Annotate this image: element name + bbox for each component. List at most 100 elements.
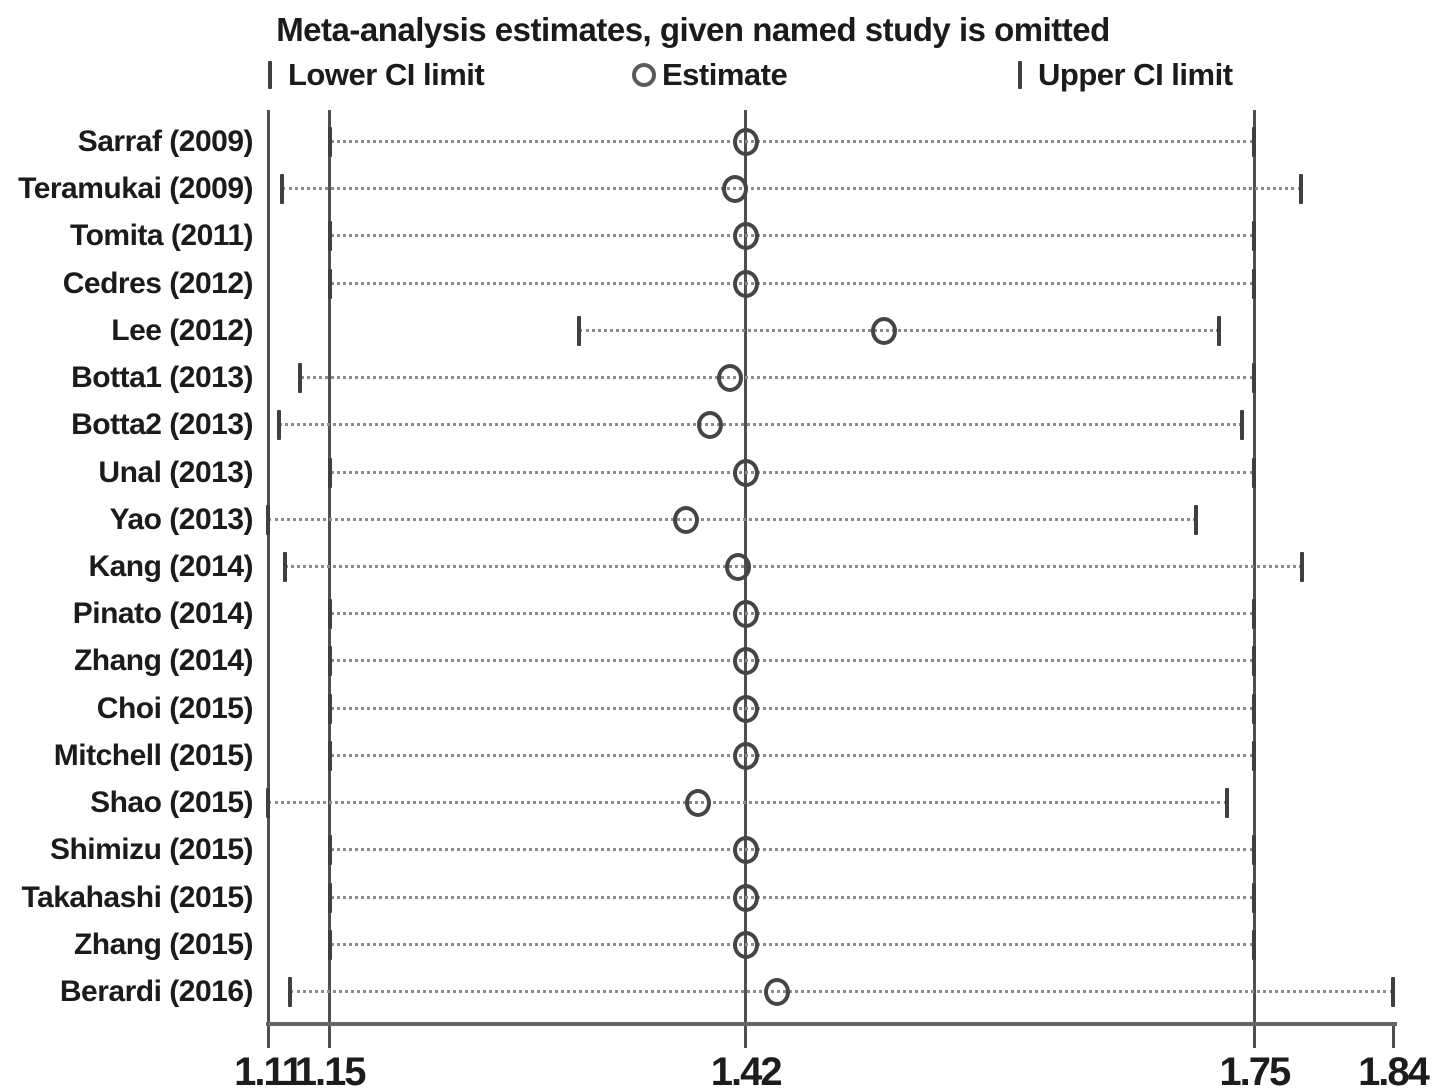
x-axis-tick-label: 1.15 xyxy=(294,1050,367,1089)
upper-ci-tick-icon xyxy=(1018,61,1022,89)
lower-ci-tick-icon xyxy=(268,61,272,89)
study-label: Teramukai (2009) xyxy=(18,172,253,206)
estimate-marker xyxy=(697,411,724,440)
lower-ci-tick xyxy=(327,693,332,724)
lower-ci-tick xyxy=(279,174,284,205)
x-axis-tick-label: 1.75 xyxy=(1219,1050,1291,1089)
study-label: Botta2 (2013) xyxy=(71,408,253,442)
upper-ci-tick xyxy=(1300,552,1305,582)
study-label: Botta1 (2013) xyxy=(71,361,253,395)
study-label: Shimizu (2015) xyxy=(49,833,254,867)
upper-ci-tick xyxy=(1239,410,1244,441)
legend-item-lower-ci: Lower CI limit xyxy=(268,57,485,93)
ci-dotted-line xyxy=(329,659,1255,663)
ci-dotted-line xyxy=(268,517,1196,521)
estimate-marker xyxy=(717,364,744,393)
lower-ci-tick xyxy=(298,363,303,394)
ci-dotted-line xyxy=(329,895,1255,899)
ci-dotted-line xyxy=(329,281,1255,285)
upper-ci-tick xyxy=(1252,835,1257,866)
estimate-marker xyxy=(732,128,759,156)
lower-ci-tick xyxy=(287,977,292,1007)
lower-ci-tick xyxy=(327,457,332,488)
estimate-marker xyxy=(871,316,898,345)
upper-ci-tick xyxy=(1252,268,1257,299)
upper-ci-tick xyxy=(1224,788,1229,819)
estimate-marker xyxy=(732,741,759,770)
lower-ci-tick xyxy=(327,599,332,630)
study-label: Pinato (2014) xyxy=(72,597,254,631)
ci-dotted-line xyxy=(300,376,1255,380)
legend-item-upper-ci: Upper CI limit xyxy=(1018,57,1233,93)
study-label: Cedres (2012) xyxy=(62,266,254,300)
lower-ci-tick xyxy=(327,740,332,771)
study-label: Tomita (2011) xyxy=(69,219,254,253)
x-axis-tick xyxy=(266,1026,270,1048)
estimate-marker xyxy=(732,694,759,723)
lower-ci-tick xyxy=(266,504,270,535)
ci-dotted-line xyxy=(329,942,1255,946)
estimate-marker xyxy=(732,883,759,912)
lower-ci-tick xyxy=(327,221,332,252)
y-axis-line xyxy=(267,110,270,1022)
ci-dotted-line xyxy=(329,753,1255,757)
lower-ci-tick xyxy=(327,268,332,299)
study-label: Lee (2012) xyxy=(111,313,253,347)
upper-ci-tick xyxy=(1252,599,1257,630)
upper-ci-tick xyxy=(1252,882,1257,913)
ci-dotted-line xyxy=(278,423,1242,427)
estimate-marker xyxy=(732,222,759,251)
ci-dotted-line xyxy=(329,706,1255,710)
estimate-marker xyxy=(732,269,759,298)
upper-ci-tick xyxy=(1391,977,1395,1007)
x-axis-line xyxy=(266,1022,1397,1026)
lower-ci-tick xyxy=(327,646,332,677)
ci-dotted-line xyxy=(329,140,1255,143)
upper-ci-tick xyxy=(1252,221,1257,252)
ci-dotted-line xyxy=(579,328,1219,332)
x-axis-tick-label: 1.84 xyxy=(1358,1050,1430,1089)
ci-dotted-line xyxy=(284,565,1303,568)
upper-ci-tick xyxy=(1216,315,1221,346)
upper-ci-tick xyxy=(1252,363,1257,394)
upper-ci-tick xyxy=(1252,646,1257,677)
lower-ci-tick xyxy=(327,882,332,913)
x-axis-tick xyxy=(744,1026,748,1048)
upper-ci-tick xyxy=(1252,457,1257,488)
study-label: Zhang (2014) xyxy=(73,644,254,678)
ci-dotted-line xyxy=(268,801,1227,805)
lower-ci-tick xyxy=(577,315,582,346)
estimate-marker xyxy=(684,789,711,818)
study-label: Mitchell (2015) xyxy=(53,738,254,772)
legend-label-upper-ci: Upper CI limit xyxy=(1038,57,1233,92)
upper-ci-tick xyxy=(1252,929,1257,960)
estimate-marker xyxy=(732,930,759,959)
study-label: Shao (2015) xyxy=(90,786,253,820)
lower-ci-tick xyxy=(327,835,332,866)
estimate-marker xyxy=(672,505,699,534)
upper-ci-tick xyxy=(1252,693,1257,724)
study-label: Unal (2013) xyxy=(98,455,253,489)
legend-label-estimate: Estimate xyxy=(662,57,788,92)
chart-title: Meta-analysis estimates, given named stu… xyxy=(276,11,1110,48)
x-axis-tick xyxy=(1252,1026,1256,1048)
ci-dotted-line xyxy=(329,848,1255,852)
estimate-circle-icon xyxy=(632,63,656,87)
ci-dotted-line xyxy=(289,990,1393,993)
ci-dotted-line xyxy=(329,470,1255,474)
upper-ci-tick xyxy=(1252,740,1257,771)
lower-ci-tick xyxy=(282,552,287,582)
legend-label-lower-ci: Lower CI limit xyxy=(288,57,485,92)
estimate-marker xyxy=(721,175,748,204)
study-label: Choi (2015) xyxy=(96,691,254,725)
study-label: Yao (2013) xyxy=(109,502,254,536)
lower-ci-tick xyxy=(327,127,332,157)
estimate-marker xyxy=(732,647,759,676)
lower-ci-tick xyxy=(327,929,332,960)
ci-dotted-line xyxy=(329,612,1255,616)
estimate-marker xyxy=(732,458,759,487)
x-axis-tick xyxy=(328,1026,332,1048)
upper-ci-tick xyxy=(1193,504,1198,535)
